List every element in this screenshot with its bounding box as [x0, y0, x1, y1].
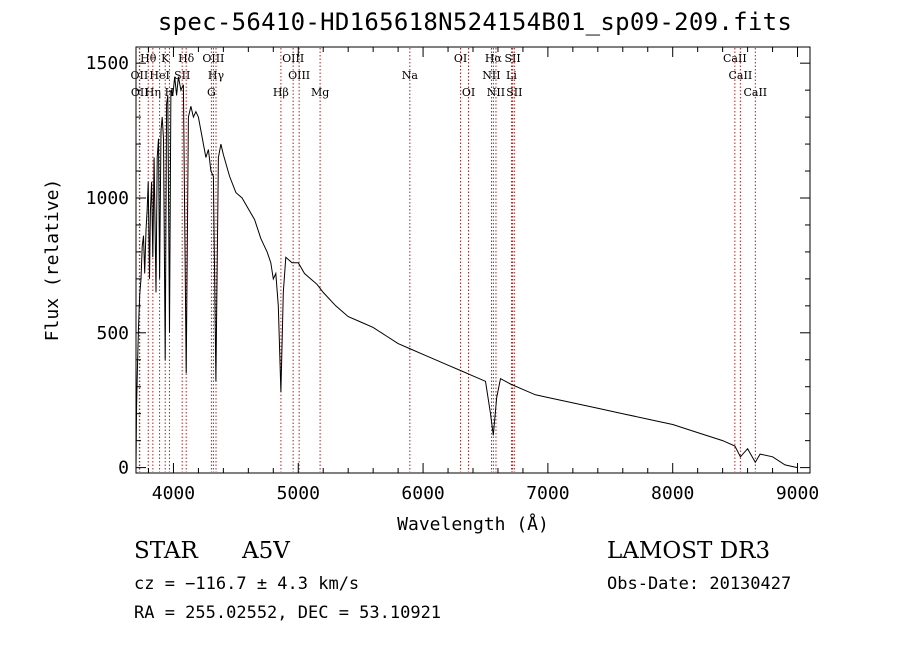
x-tick-label-5000: 5000 — [277, 483, 320, 504]
line-label-10: Hγ — [208, 69, 225, 82]
line-label-2: OII — [131, 86, 149, 99]
x-tick-label-4000: 4000 — [152, 483, 195, 504]
plot-frame — [135, 46, 811, 474]
survey-name: LAMOST DR3 — [607, 538, 771, 564]
line-label-5: K — [161, 52, 170, 65]
y-tick-label-0: 0 — [118, 458, 129, 479]
line-label-3: Hη — [145, 86, 161, 99]
line-label-23: Li — [506, 69, 517, 82]
line-label-4: HeI — [149, 69, 169, 82]
y-tick-label-1000: 1000 — [86, 188, 129, 209]
coordinates-readout: RA = 255.02552, DEC = 53.10921 — [134, 603, 442, 623]
line-label-8: Hδ — [178, 52, 195, 65]
line-label-14: OIII — [288, 69, 310, 82]
x-axis: 4000 5000 6000 7000 8000 9000 — [147, 47, 819, 504]
line-label-12: Hβ — [273, 86, 289, 99]
line-label-16: Na — [402, 69, 419, 82]
object-class: STAR — [134, 538, 198, 564]
line-label-22: SII — [504, 52, 520, 65]
line-label-6: H — [165, 86, 175, 99]
x-tick-label-7000: 7000 — [526, 483, 569, 504]
line-label-21: NII — [487, 86, 505, 99]
y-tick-label-500: 500 — [96, 323, 129, 344]
line-label-17: OI — [454, 52, 467, 65]
line-label-19: Hα — [485, 52, 503, 65]
line-label-25: CaII — [723, 52, 747, 65]
x-axis-label: Wavelength (Å) — [397, 513, 549, 535]
line-label-15: Mg — [311, 86, 329, 99]
spectrum-series — [135, 76, 798, 469]
line-label-1: OII — [131, 69, 149, 82]
y-tick-label-1500: 1500 — [86, 53, 129, 74]
line-label-27: CaII — [743, 86, 767, 99]
x-tick-label-9000: 9000 — [776, 483, 819, 504]
y-axis: 0 500 1000 1500 — [86, 53, 810, 479]
x-tick-label-8000: 8000 — [651, 483, 694, 504]
observation-date: Obs-Date: 20130427 — [607, 574, 792, 594]
x-tick-label-6000: 6000 — [401, 483, 444, 504]
line-label-13: OIII — [282, 52, 304, 65]
line-label-7: SII — [174, 69, 190, 82]
line-label-18: OI — [462, 86, 475, 99]
redshift-readout: cz = −116.7 ± 4.3 km/s — [134, 574, 360, 594]
line-label-0: Hθ — [140, 52, 157, 65]
line-markers — [138, 48, 756, 472]
line-label-20: NII — [482, 69, 500, 82]
line-label-24: SII — [506, 86, 522, 99]
chart-title: spec-56410-HD165618N524154B01_sp09-209.f… — [157, 8, 793, 36]
subclass: A5V — [242, 538, 290, 564]
line-label-9: OIII — [202, 52, 224, 65]
y-axis-label: Flux (relative) — [42, 179, 63, 342]
line-label-11: G — [207, 86, 216, 99]
line-label-26: CaII — [729, 69, 753, 82]
